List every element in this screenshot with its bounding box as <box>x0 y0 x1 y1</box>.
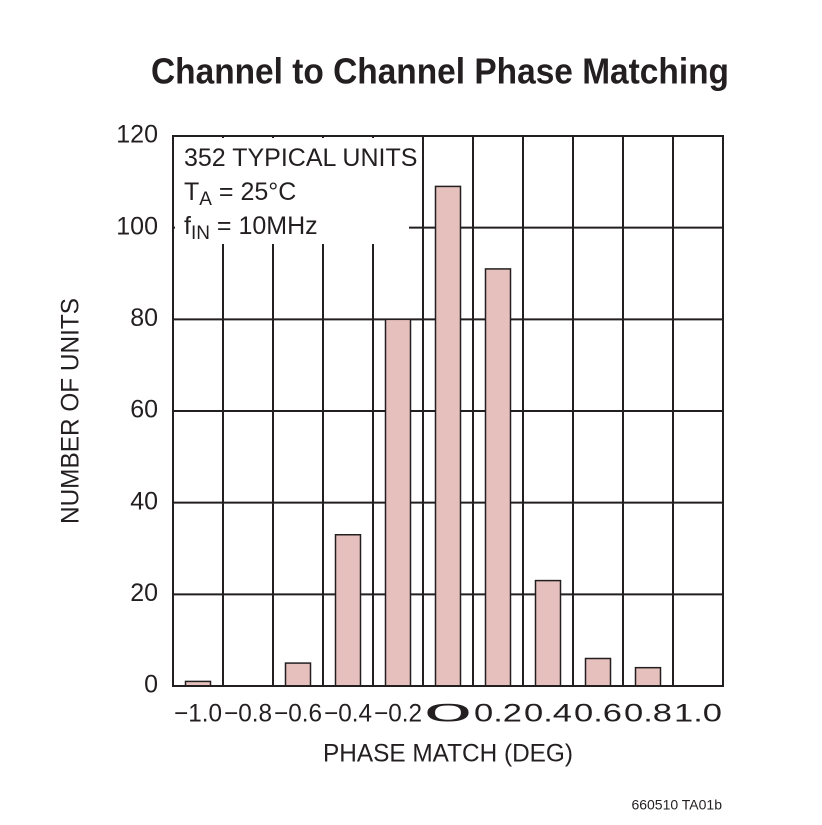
annotation-text: f <box>184 212 191 240</box>
bar <box>334 534 362 687</box>
y-tick-label: 0 <box>144 671 158 699</box>
y-tick-label: 40 <box>130 487 158 515</box>
bar <box>484 268 512 687</box>
annotation-subscript: A <box>199 189 212 210</box>
x-tick-label: −0.6 <box>274 700 322 728</box>
bar <box>634 666 662 687</box>
y-axis-label: NUMBER OF UNITS <box>57 298 85 524</box>
chart-title: Channel to Channel Phase Matching <box>151 51 729 92</box>
x-tick-label: 0 <box>424 700 472 728</box>
annotation-suffix: = 25°C <box>212 178 296 206</box>
annotation-line: fIN = 10MHz <box>184 212 318 244</box>
annotation-line: TA = 25°C <box>184 178 296 210</box>
x-tick-label: −0.8 <box>224 700 272 728</box>
annotation-text: 352 TYPICAL UNITS <box>184 144 417 172</box>
y-tick-label: 60 <box>130 396 158 424</box>
x-tick-label: 0.8 <box>624 700 672 728</box>
bar <box>434 185 462 687</box>
footnote: 660510 TA01b <box>631 797 722 813</box>
bar <box>284 662 312 687</box>
annotation-line: 352 TYPICAL UNITS <box>184 144 417 172</box>
annotation-suffix: = 10MHz <box>210 212 318 240</box>
y-tick-label: 100 <box>116 212 158 240</box>
bar <box>534 579 562 687</box>
annotation-text: T <box>184 178 199 206</box>
y-tick-label: 80 <box>130 304 158 332</box>
plot-frame <box>172 135 724 687</box>
x-tick-label: −0.2 <box>374 700 422 728</box>
bar <box>384 318 412 687</box>
annotation-subscript: IN <box>191 223 210 244</box>
x-tick-label: 1.0 <box>674 700 722 728</box>
y-tick-label: 120 <box>116 121 158 149</box>
bar <box>584 657 612 687</box>
x-tick-label: 0.2 <box>474 700 522 728</box>
x-axis-label: PHASE MATCH (DEG) <box>323 740 573 768</box>
x-tick-label: −1.0 <box>174 700 222 728</box>
y-tick-label: 20 <box>130 579 158 607</box>
x-tick-label: −0.4 <box>324 700 372 728</box>
x-tick-label: 0.4 <box>524 700 572 728</box>
annotation-box <box>175 138 409 244</box>
x-tick-label: 0.6 <box>574 700 622 728</box>
